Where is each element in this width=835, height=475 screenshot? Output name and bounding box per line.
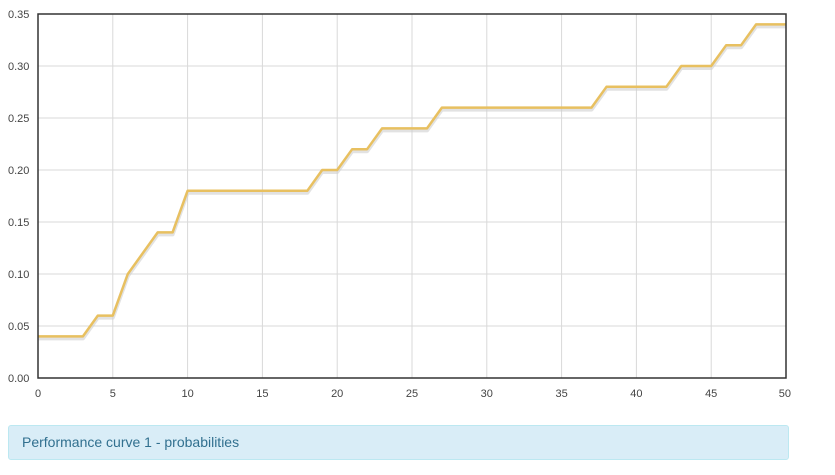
x-tick-label: 40 [630,388,642,400]
y-tick-label: 0.25 [8,113,29,125]
series-line-0 [38,23,786,338]
y-axis-tick-labels: 0.00 0.05 0.10 0.15 0.20 0.25 0.30 0.35 [8,9,29,385]
chart-caption-panel: Performance curve 1 - probabilities [8,425,789,460]
x-tick-label: 25 [406,388,418,400]
x-tick-label: 35 [555,388,567,400]
x-tick-label: 15 [256,388,268,400]
y-tick-label: 0.30 [8,61,29,73]
chart-area: 0.00 0.05 0.10 0.15 0.20 0.25 0.30 0.35 0 5 10 15 2… [8,9,791,400]
y-tick-label: 0.00 [8,373,29,385]
x-tick-label: 20 [331,388,343,400]
y-tick-label: 0.10 [8,269,29,281]
plot-frame [37,13,787,379]
x-axis-tick-labels: 0 5 10 15 20 25 30 35 40 45 50 [35,388,791,400]
x-tick-label: 5 [110,388,116,400]
grid [37,13,787,379]
y-tick-label: 0.35 [8,9,29,21]
y-tick-label: 0.05 [8,321,29,333]
chart-caption-text: Performance curve 1 - probabilities [22,434,240,450]
x-tick-label: 45 [705,388,717,400]
x-tick-label: 10 [181,388,193,400]
y-tick-label: 0.15 [8,217,29,229]
line-chart: 0.00 0.05 0.10 0.15 0.20 0.25 0.30 0.35 0 5 10 15 2… [8,9,791,400]
x-tick-label: 30 [481,388,493,400]
series-layer [38,23,786,341]
x-tick-label: 0 [35,388,41,400]
y-tick-label: 0.20 [8,165,29,177]
x-tick-label: 50 [779,388,791,400]
